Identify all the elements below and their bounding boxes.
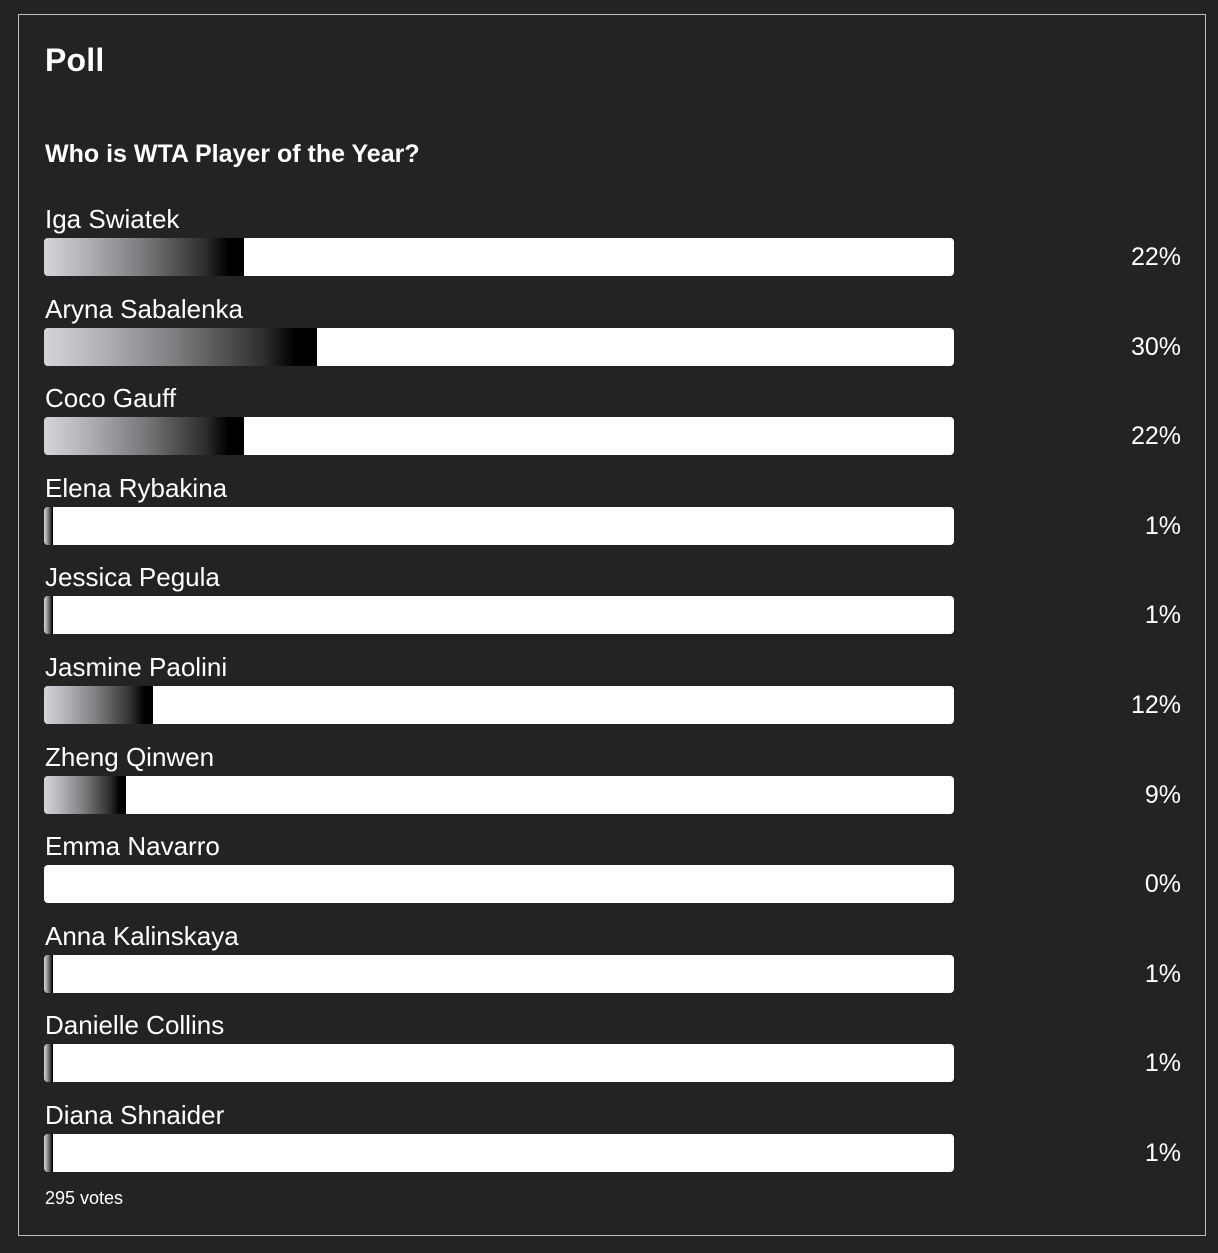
poll-option[interactable]: Coco Gauff 22% xyxy=(0,383,1218,473)
poll-option-label: Emma Navarro xyxy=(45,831,220,861)
poll-option-label: Anna Kalinskaya xyxy=(45,921,239,951)
poll-option-bar-track[interactable] xyxy=(44,238,954,276)
poll-option-bar-fill xyxy=(44,328,317,366)
poll-option-percent: 22% xyxy=(1130,243,1181,271)
poll-container xyxy=(18,14,1206,1236)
poll-option-label: Jasmine Paolini xyxy=(45,652,228,682)
poll-option-label: Diana Shnaider xyxy=(45,1100,225,1130)
poll-option-percent: 22% xyxy=(1130,422,1181,450)
poll-option-label: Jessica Pegula xyxy=(45,562,220,592)
poll-option-bar-track[interactable] xyxy=(44,955,954,993)
poll-option[interactable]: Zheng Qinwen 9% xyxy=(0,742,1218,832)
poll-option[interactable]: Jessica Pegula 1% xyxy=(0,562,1218,652)
poll-heading: Poll xyxy=(45,42,105,78)
poll-option-label: Aryna Sabalenka xyxy=(45,294,244,324)
poll-option-label: Elena Rybakina xyxy=(45,473,228,503)
poll-option-percent: 1% xyxy=(1144,1139,1181,1167)
poll-option[interactable]: Anna Kalinskaya 1% xyxy=(0,921,1218,1011)
poll-option-percent: 1% xyxy=(1144,512,1181,540)
poll-option[interactable]: Aryna Sabalenka 30% xyxy=(0,294,1218,384)
poll-option[interactable]: Jasmine Paolini 12% xyxy=(0,652,1218,742)
poll-option-bar-fill xyxy=(44,776,126,814)
poll-option-bar-fill xyxy=(44,686,153,724)
poll-option-bar-fill xyxy=(44,955,53,993)
poll-option-percent: 1% xyxy=(1144,601,1181,629)
poll-option-bar-track[interactable] xyxy=(44,328,954,366)
poll-option-bar-track[interactable] xyxy=(44,507,954,545)
poll-option-percent: 12% xyxy=(1130,691,1181,719)
poll-option[interactable]: Danielle Collins 1% xyxy=(0,1010,1218,1100)
poll-option[interactable]: Emma Navarro 0% xyxy=(0,831,1218,921)
poll-option-label: Coco Gauff xyxy=(45,383,177,413)
poll-option[interactable]: Elena Rybakina 1% xyxy=(0,473,1218,563)
vote-count: 295 votes xyxy=(45,1188,124,1208)
poll-option-bar-track[interactable] xyxy=(44,776,954,814)
poll-option-bar-track[interactable] xyxy=(44,1044,954,1082)
poll-option-percent: 1% xyxy=(1144,960,1181,988)
poll-option-bar-track[interactable] xyxy=(44,1134,954,1172)
poll-option[interactable]: Iga Swiatek 22% xyxy=(0,204,1218,294)
poll-option-bar-track[interactable] xyxy=(44,596,954,634)
poll-option-label: Iga Swiatek xyxy=(45,204,180,234)
poll-option-bar-track[interactable] xyxy=(44,417,954,455)
poll-option-label: Zheng Qinwen xyxy=(45,742,215,772)
poll-option-bar-fill xyxy=(44,1134,53,1172)
poll-option-percent: 9% xyxy=(1144,781,1181,809)
poll-option-bar-track[interactable] xyxy=(44,686,954,724)
poll-option-percent: 30% xyxy=(1130,333,1181,361)
poll-option-label: Danielle Collins xyxy=(45,1010,225,1040)
poll-option-percent: 0% xyxy=(1144,870,1181,898)
poll-option-bar-fill xyxy=(44,1044,53,1082)
poll-option-bar-track[interactable] xyxy=(44,865,954,903)
poll-question: Who is WTA Player of the Year? xyxy=(45,140,420,168)
poll-option-bar-fill xyxy=(44,596,53,634)
poll-option-percent: 1% xyxy=(1144,1049,1181,1077)
poll-option[interactable]: Diana Shnaider 1% xyxy=(0,1100,1218,1190)
poll-option-bar-fill xyxy=(44,417,244,455)
poll-option-bar-fill xyxy=(44,507,53,545)
poll-option-bar-fill xyxy=(44,238,244,276)
